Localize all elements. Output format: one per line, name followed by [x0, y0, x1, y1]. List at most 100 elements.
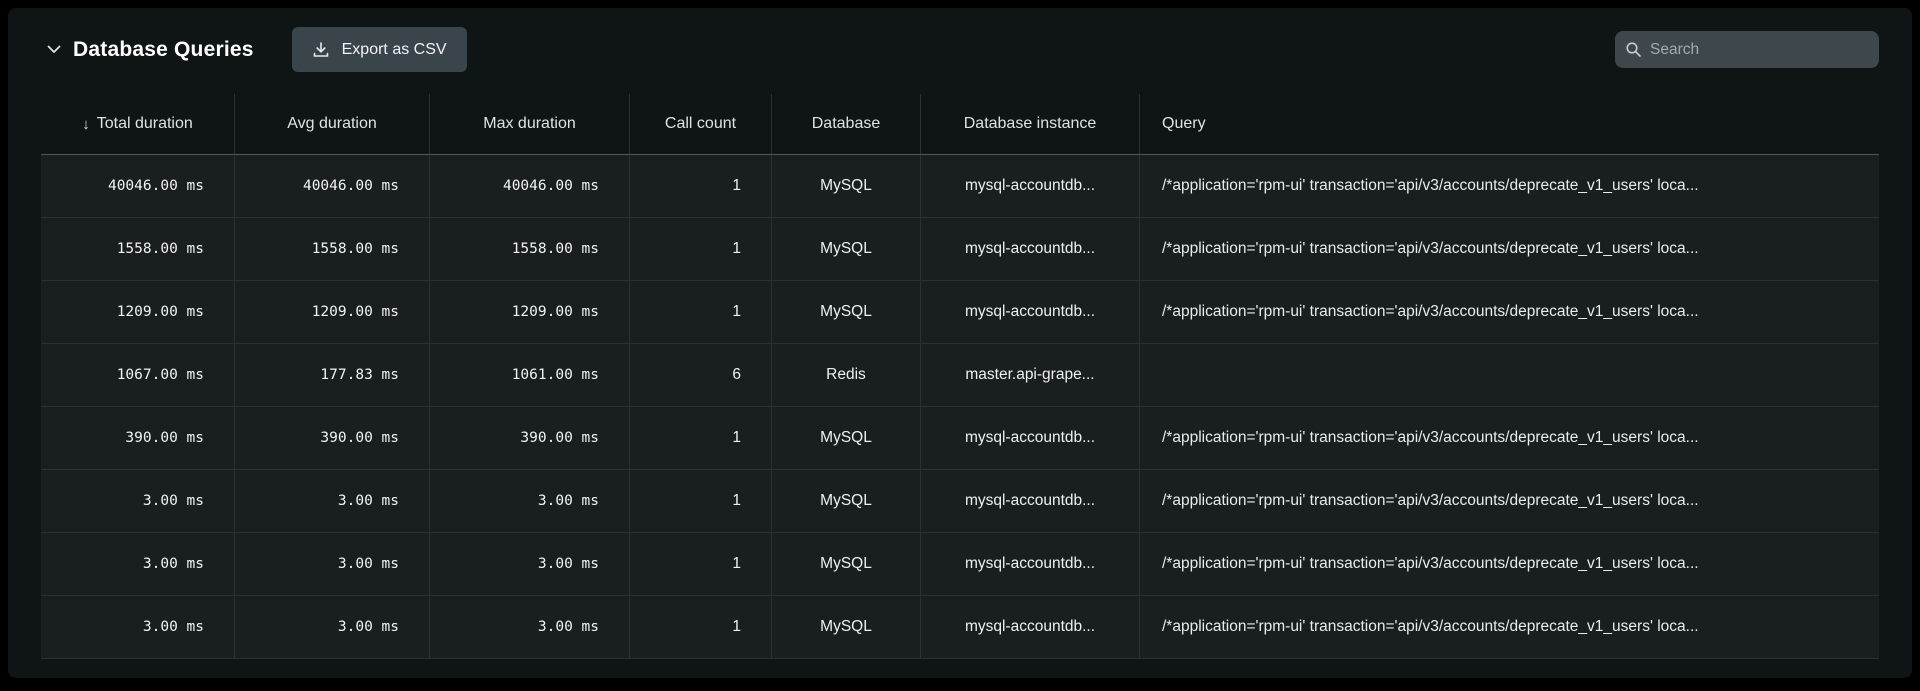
cell-max-duration: 3.00 ms — [429, 596, 629, 658]
cell-query: /*application='rpm-ui' transaction='api/… — [1139, 218, 1879, 280]
table-row[interactable]: 1558.00 ms 1558.00 ms 1558.00 ms 1 MySQL… — [41, 218, 1879, 281]
cell-database-instance: mysql-accountdb... — [920, 155, 1139, 217]
cell-query: /*application='rpm-ui' transaction='api/… — [1139, 533, 1879, 595]
cell-total-duration: 1067.00 ms — [116, 367, 204, 383]
cell-max-duration: 3.00 ms — [429, 470, 629, 532]
cell-query: /*application='rpm-ui' transaction='api/… — [1139, 470, 1879, 532]
export-csv-label: Export as CSV — [341, 40, 447, 58]
cell-database: Redis — [771, 344, 920, 406]
collapse-section-button[interactable] — [41, 37, 67, 63]
column-header-query[interactable]: Query — [1139, 94, 1879, 154]
page-title: Database Queries — [73, 37, 254, 61]
cell-database-instance: mysql-accountdb... — [920, 407, 1139, 469]
database-queries-table: ↓ Total duration Avg duration Max durati… — [41, 94, 1879, 659]
column-label: Database instance — [963, 115, 1097, 132]
query-text: /*application='rpm-ui' transaction='api/… — [1162, 240, 1699, 257]
column-header-database-instance[interactable]: Database instance — [920, 94, 1139, 154]
cell-max-duration: 1558.00 ms — [429, 218, 629, 280]
cell-call-count: 1 — [629, 470, 771, 532]
cell-query: /*application='rpm-ui' transaction='api/… — [1139, 155, 1879, 217]
cell-call-count: 1 — [629, 533, 771, 595]
cell-database: MySQL — [771, 407, 920, 469]
cell-avg-duration: 1209.00 ms — [234, 281, 429, 343]
column-header-call-count[interactable]: Call count — [629, 94, 771, 154]
table-row[interactable]: 3.00 ms 3.00 ms 3.00 ms 1 MySQL mysql-ac… — [41, 596, 1879, 659]
cell-query: /*application='rpm-ui' transaction='api/… — [1139, 596, 1879, 658]
column-header-max-duration[interactable]: Max duration — [429, 94, 629, 154]
cell-query — [1139, 344, 1879, 406]
query-text: /*application='rpm-ui' transaction='api/… — [1162, 177, 1699, 194]
cell-database-instance: mysql-accountdb... — [920, 533, 1139, 595]
table-body: 40046.00 ms 40046.00 ms 40046.00 ms 1 My… — [41, 155, 1879, 659]
table-header: ↓ Total duration Avg duration Max durati… — [41, 94, 1879, 155]
query-text: /*application='rpm-ui' transaction='api/… — [1162, 555, 1699, 572]
table-row[interactable]: 40046.00 ms 40046.00 ms 40046.00 ms 1 My… — [41, 155, 1879, 218]
cell-max-duration: 40046.00 ms — [429, 155, 629, 217]
cell-avg-duration: 3.00 ms — [234, 596, 429, 658]
cell-call-count: 1 — [629, 155, 771, 217]
table-row[interactable]: 3.00 ms 3.00 ms 3.00 ms 1 MySQL mysql-ac… — [41, 533, 1879, 596]
cell-total-duration: 3.00 ms — [142, 619, 204, 635]
cell-database: MySQL — [771, 533, 920, 595]
cell-max-duration: 3.00 ms — [429, 533, 629, 595]
cell-avg-duration: 1558.00 ms — [234, 218, 429, 280]
cell-database-instance: master.api-grape... — [920, 344, 1139, 406]
column-label: Total duration — [96, 115, 193, 132]
cell-call-count: 1 — [629, 407, 771, 469]
column-label: Call count — [664, 115, 737, 132]
search-box — [1615, 31, 1879, 68]
column-label: Database — [811, 115, 881, 132]
cell-avg-duration: 177.83 ms — [234, 344, 429, 406]
query-text: /*application='rpm-ui' transaction='api/… — [1162, 492, 1699, 509]
column-label: Max duration — [483, 115, 576, 132]
column-label: Query — [1162, 115, 1206, 132]
cell-database-instance: mysql-accountdb... — [920, 281, 1139, 343]
cell-max-duration: 390.00 ms — [429, 407, 629, 469]
query-text: /*application='rpm-ui' transaction='api/… — [1162, 429, 1699, 446]
cell-max-duration: 1209.00 ms — [429, 281, 629, 343]
search-icon — [1625, 41, 1642, 58]
query-text: /*application='rpm-ui' transaction='api/… — [1162, 618, 1699, 635]
column-header-avg-duration[interactable]: Avg duration — [234, 94, 429, 154]
cell-database: MySQL — [771, 596, 920, 658]
cell-database: MySQL — [771, 281, 920, 343]
table-row[interactable]: 390.00 ms 390.00 ms 390.00 ms 1 MySQL my… — [41, 407, 1879, 470]
column-label: Avg duration — [287, 115, 377, 132]
cell-database: MySQL — [771, 218, 920, 280]
sort-descending-icon: ↓ — [82, 115, 90, 133]
cell-max-duration: 1061.00 ms — [429, 344, 629, 406]
cell-avg-duration: 3.00 ms — [234, 470, 429, 532]
table-row[interactable]: 1067.00 ms 177.83 ms 1061.00 ms 6 Redis … — [41, 344, 1879, 407]
database-queries-panel: Database Queries Export as CSV ↓ — [8, 8, 1912, 678]
cell-database-instance: mysql-accountdb... — [920, 470, 1139, 532]
table-row[interactable]: 3.00 ms 3.00 ms 3.00 ms 1 MySQL mysql-ac… — [41, 470, 1879, 533]
download-icon — [312, 41, 330, 59]
cell-call-count: 1 — [629, 281, 771, 343]
column-header-database[interactable]: Database — [771, 94, 920, 154]
cell-total-duration: 1558.00 ms — [116, 241, 204, 257]
cell-avg-duration: 3.00 ms — [234, 533, 429, 595]
table-row[interactable]: 1209.00 ms 1209.00 ms 1209.00 ms 1 MySQL… — [41, 281, 1879, 344]
cell-total-duration: 1209.00 ms — [116, 304, 204, 320]
cell-database-instance: mysql-accountdb... — [920, 218, 1139, 280]
cell-total-duration: 3.00 ms — [142, 493, 204, 509]
cell-call-count: 6 — [629, 344, 771, 406]
column-header-total-duration[interactable]: ↓ Total duration — [41, 94, 234, 154]
cell-call-count: 1 — [629, 218, 771, 280]
chevron-down-icon — [47, 45, 61, 54]
cell-query: /*application='rpm-ui' transaction='api/… — [1139, 407, 1879, 469]
cell-query: /*application='rpm-ui' transaction='api/… — [1139, 281, 1879, 343]
cell-database: MySQL — [771, 155, 920, 217]
cell-total-duration: 390.00 ms — [125, 430, 204, 446]
title-bar: Database Queries Export as CSV — [41, 27, 1879, 72]
query-text: /*application='rpm-ui' transaction='api/… — [1162, 303, 1699, 320]
search-input[interactable] — [1650, 40, 1869, 59]
cell-database-instance: mysql-accountdb... — [920, 596, 1139, 658]
export-csv-button[interactable]: Export as CSV — [291, 27, 467, 72]
cell-avg-duration: 40046.00 ms — [234, 155, 429, 217]
cell-database: MySQL — [771, 470, 920, 532]
cell-total-duration: 3.00 ms — [142, 556, 204, 572]
cell-total-duration: 40046.00 ms — [107, 178, 204, 194]
cell-call-count: 1 — [629, 596, 771, 658]
cell-avg-duration: 390.00 ms — [234, 407, 429, 469]
